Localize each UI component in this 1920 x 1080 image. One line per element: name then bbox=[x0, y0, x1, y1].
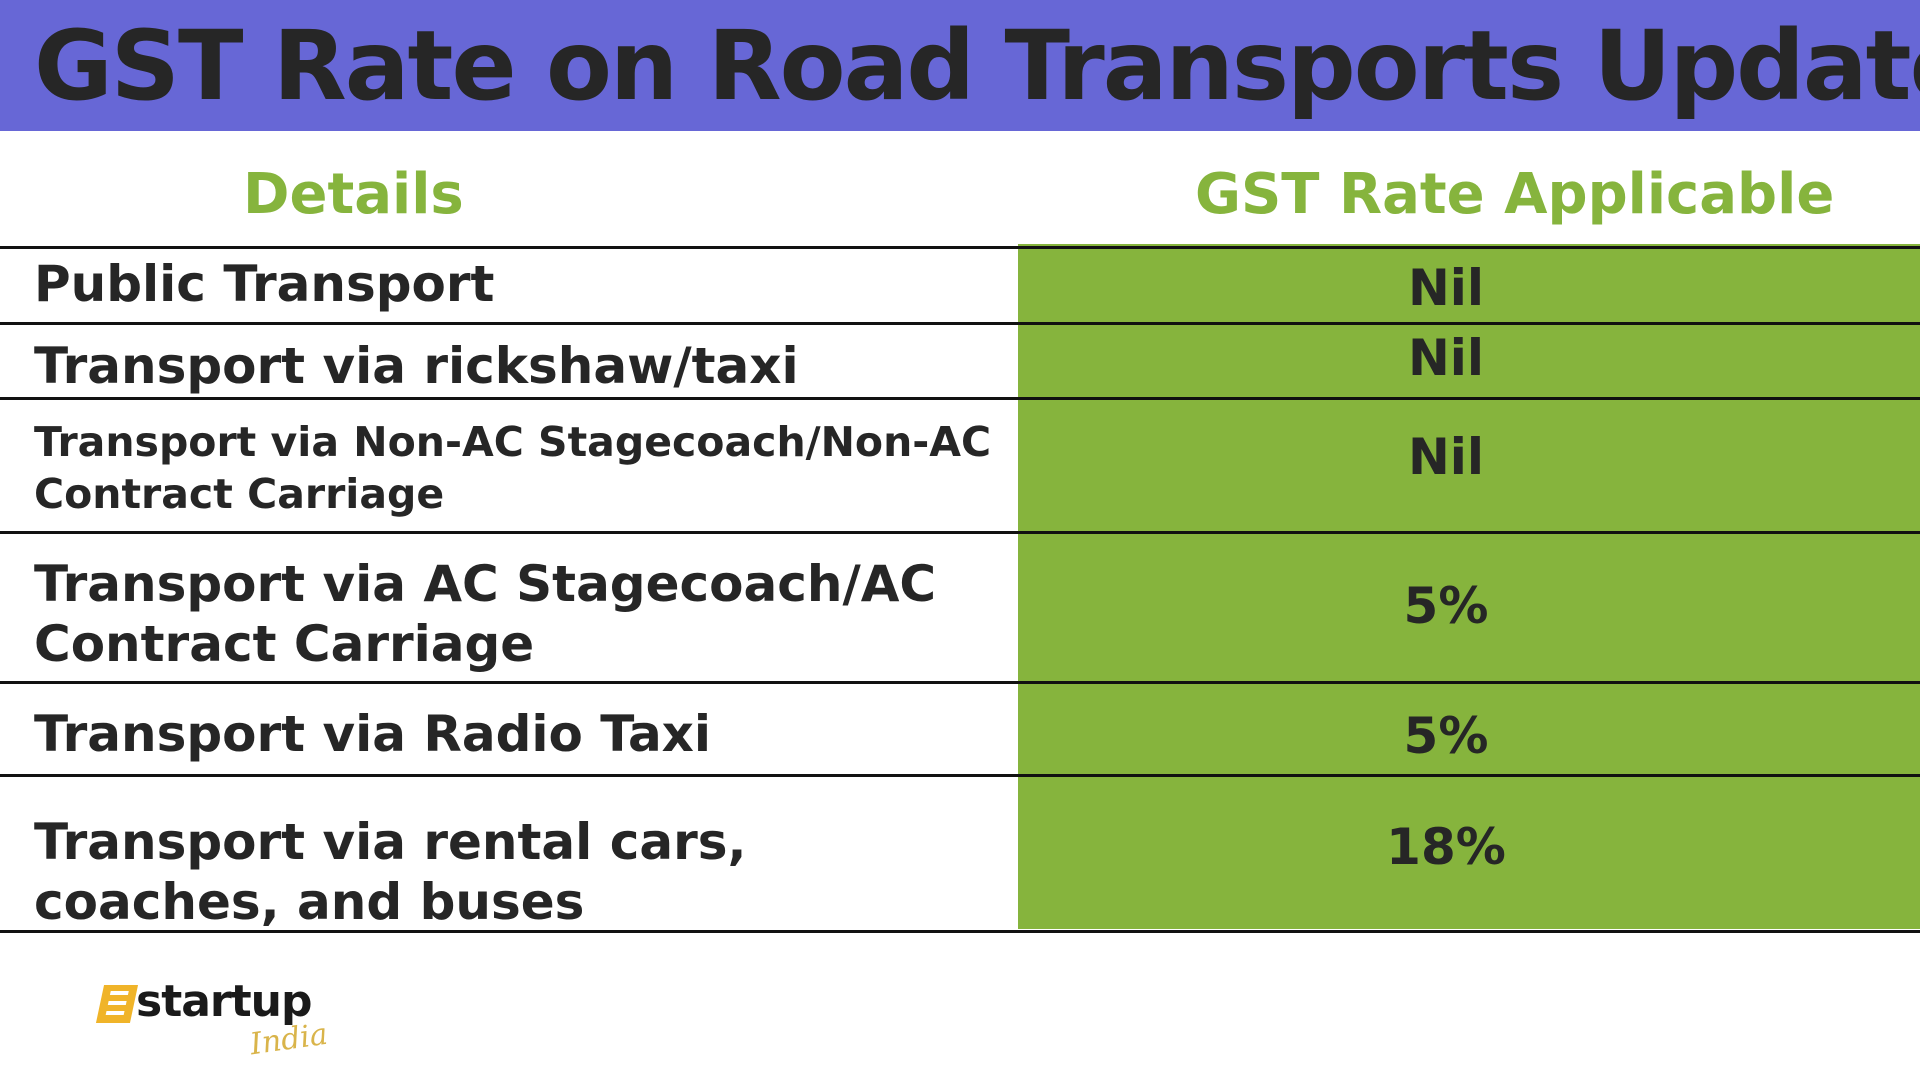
logo-wordmark: startup bbox=[136, 976, 312, 1027]
column-header-details: Details bbox=[243, 162, 464, 227]
table-row-rate: 5% bbox=[1403, 577, 1489, 635]
logo-e-mark-icon bbox=[95, 985, 139, 1023]
table-divider bbox=[0, 930, 1920, 933]
table-row-detail: Transport via rickshaw/taxi bbox=[34, 337, 799, 395]
table-row-rate: Nil bbox=[1407, 428, 1485, 486]
table-row-detail: Public Transport bbox=[34, 255, 495, 313]
table-divider bbox=[0, 681, 1920, 684]
table-row-detail: Transport via Non-AC Stagecoach/Non-AC C… bbox=[34, 418, 992, 518]
table-row-rate: 5% bbox=[1403, 707, 1489, 765]
table-row-rate: Nil bbox=[1407, 259, 1485, 317]
table-row-detail: Transport via AC Stagecoach/AC Contract … bbox=[34, 555, 937, 673]
column-header-gst-rate: GST Rate Applicable bbox=[1195, 162, 1835, 227]
table-row-rate: 18% bbox=[1386, 818, 1506, 876]
table-divider bbox=[0, 246, 1920, 249]
table-divider bbox=[0, 397, 1920, 400]
table-row-detail: Transport via Radio Taxi bbox=[34, 705, 712, 763]
rate-column-background bbox=[1018, 244, 1920, 929]
page-title: GST Rate on Road Transports Update bbox=[34, 10, 1920, 122]
table-divider bbox=[0, 322, 1920, 325]
title-bar: GST Rate on Road Transports Update bbox=[0, 0, 1920, 131]
estartup-india-logo: startup India bbox=[95, 977, 360, 1065]
table-row-detail: Transport via rental cars, coaches, and … bbox=[34, 813, 747, 931]
table-divider bbox=[0, 774, 1920, 777]
table-divider bbox=[0, 531, 1920, 534]
table-row-rate: Nil bbox=[1407, 329, 1485, 387]
